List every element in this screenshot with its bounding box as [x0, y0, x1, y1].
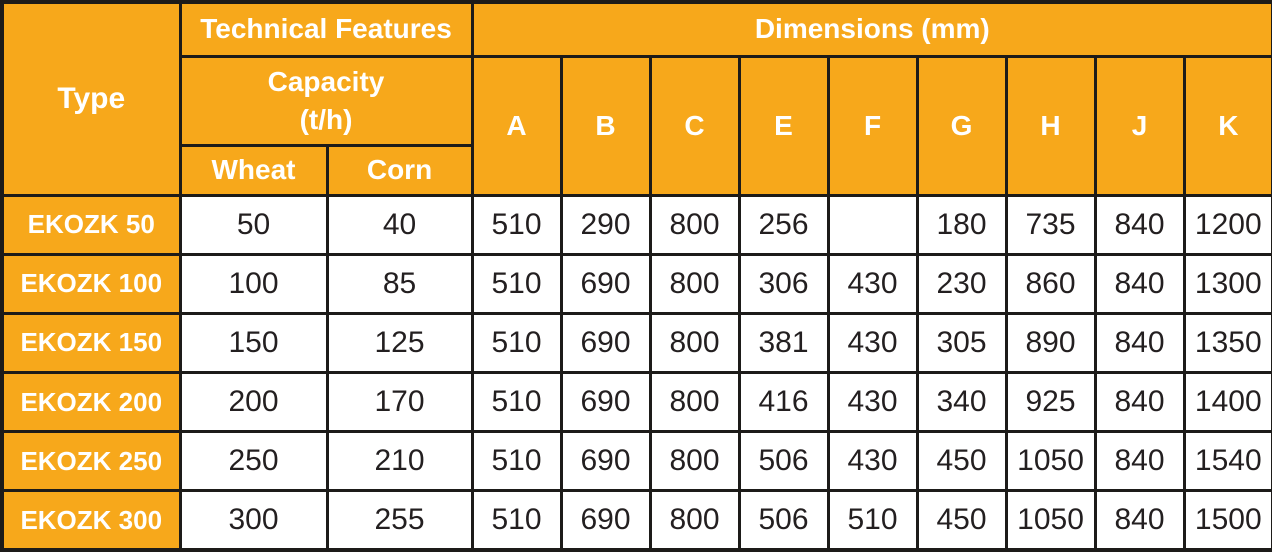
dimension-cell: 690 — [559, 489, 652, 552]
type-cell: EKOZK 150 — [0, 311, 182, 374]
dimension-cell: 800 — [648, 489, 741, 552]
dimension-cell: 510 — [470, 370, 563, 434]
dimension-cell — [826, 193, 919, 256]
dimension-cell: 1540 — [1182, 430, 1272, 493]
type-cell: EKOZK 300 — [0, 489, 182, 552]
dimension-cell: 510 — [470, 311, 563, 374]
dimension-cell: 1400 — [1182, 370, 1272, 434]
wheat-cell: 50 — [178, 193, 329, 256]
dimension-cell: 305 — [915, 311, 1008, 374]
header-row-3: Wheat Corn — [2, 143, 1272, 197]
dimension-cell: 840 — [1093, 252, 1186, 315]
dimension-cell: 735 — [1004, 193, 1097, 256]
dimension-cell: 430 — [826, 430, 919, 493]
corn-cell: 125 — [325, 311, 474, 374]
dimension-cell: 890 — [1004, 311, 1097, 374]
table-row: EKOZK 150 150 125 510 690 800 381 430 305 890 840 1… — [0, 311, 1272, 374]
dimension-cell: 510 — [826, 489, 919, 552]
dimension-cell: 450 — [915, 430, 1008, 493]
dimension-cell: 860 — [1004, 252, 1097, 315]
dimension-cell: 510 — [470, 252, 563, 315]
table-row: EKOZK 300 300 255 510 690 800 506 510 450 1050 840… — [0, 489, 1272, 552]
dimension-cell: 1200 — [1182, 193, 1272, 256]
table-row: EKOZK 100 100 85 510 690 800 306 430 230 860 840 13… — [0, 252, 1272, 315]
dimension-cell: 180 — [915, 193, 1008, 256]
dimension-cell: 256 — [737, 193, 830, 256]
wheat-cell: 300 — [178, 489, 329, 552]
table-header: Type Technical Features Dimensions (mm) … — [0, 0, 1272, 197]
type-cell: EKOZK 250 — [0, 430, 182, 493]
table-row: EKOZK 50 50 40 510 290 800 256 180 735 840 1200 — [0, 193, 1272, 256]
corn-cell: 170 — [325, 370, 474, 434]
dimension-cell: 416 — [737, 370, 830, 434]
dimension-cell: 506 — [737, 489, 830, 552]
table-row: EKOZK 250 250 210 510 690 800 506 430 450 1050 840… — [0, 430, 1272, 493]
dimension-cell: 840 — [1093, 370, 1186, 434]
dimension-cell: 800 — [648, 370, 741, 434]
wheat-cell: 200 — [178, 370, 329, 434]
dimension-column-header: F — [826, 54, 919, 197]
corn-cell: 255 — [325, 489, 474, 552]
dimension-cell: 840 — [1093, 311, 1186, 374]
dimension-cell: 800 — [648, 252, 741, 315]
wheat-cell: 100 — [178, 252, 329, 315]
dimension-cell: 840 — [1093, 489, 1186, 552]
dimension-cell: 1050 — [1004, 489, 1097, 552]
type-cell: EKOZK 100 — [0, 252, 182, 315]
dimension-cell: 800 — [648, 311, 741, 374]
corn-cell: 85 — [325, 252, 474, 315]
dimension-cell: 290 — [559, 193, 652, 256]
dimension-cell: 230 — [915, 252, 1008, 315]
corn-cell: 210 — [325, 430, 474, 493]
dimension-cell: 510 — [470, 430, 563, 493]
dimension-cell: 840 — [1093, 193, 1186, 256]
dimension-cell: 506 — [737, 430, 830, 493]
dimension-cell: 430 — [826, 370, 919, 434]
dimension-cell: 430 — [826, 252, 919, 315]
dimension-cell: 1350 — [1182, 311, 1272, 374]
dimension-cell: 450 — [915, 489, 1008, 552]
dimension-cell: 690 — [559, 252, 652, 315]
dimension-cell: 510 — [470, 489, 563, 552]
dimension-cell: 1300 — [1182, 252, 1272, 315]
table-row: EKOZK 200 200 170 510 690 800 416 430 340 925 840 1… — [0, 370, 1272, 434]
dimension-cell: 340 — [915, 370, 1008, 434]
dimension-cell: 690 — [559, 311, 652, 374]
type-cell: EKOZK 50 — [0, 193, 182, 256]
technical-features-header: Technical Features — [178, 0, 474, 58]
type-cell: EKOZK 200 — [0, 370, 182, 434]
dimension-column-header: K — [1182, 54, 1272, 197]
dimension-cell: 690 — [559, 370, 652, 434]
dimension-column-header: G — [915, 54, 1008, 197]
dimension-cell: 840 — [1093, 430, 1186, 493]
wheat-column-header: Wheat — [178, 143, 329, 197]
dimension-cell: 925 — [1004, 370, 1097, 434]
dimension-column-header: A — [470, 54, 563, 197]
wheat-cell: 150 — [178, 311, 329, 374]
dimension-column-header: C — [648, 54, 741, 197]
capacity-header: Capacity (t/h) — [178, 54, 474, 147]
dimension-column-header: B — [559, 54, 652, 197]
corn-cell: 40 — [325, 193, 474, 256]
dimension-cell: 306 — [737, 252, 830, 315]
wheat-cell: 250 — [178, 430, 329, 493]
dimension-cell: 800 — [648, 193, 741, 256]
dimension-column-header: E — [737, 54, 830, 197]
table-body: EKOZK 50 50 40 510 290 800 256 180 735 840 1200 EKO… — [0, 193, 1272, 552]
corn-column-header: Corn — [325, 143, 474, 197]
dimensions-header: Dimensions (mm) — [470, 0, 1272, 58]
dimension-cell: 1050 — [1004, 430, 1097, 493]
dimension-cell: 510 — [470, 193, 563, 256]
dimension-column-header: H — [1004, 54, 1097, 197]
header-row-1: Type Technical Features Dimensions (mm) — [0, 0, 1272, 197]
dimension-cell: 690 — [559, 430, 652, 493]
dimension-cell: 430 — [826, 311, 919, 374]
type-column-header: Type — [0, 0, 182, 197]
dimension-cell: 381 — [737, 311, 830, 374]
dimension-cell: 800 — [648, 430, 741, 493]
dimension-cell: 1500 — [1182, 489, 1272, 552]
dimension-column-header: J — [1093, 54, 1186, 197]
